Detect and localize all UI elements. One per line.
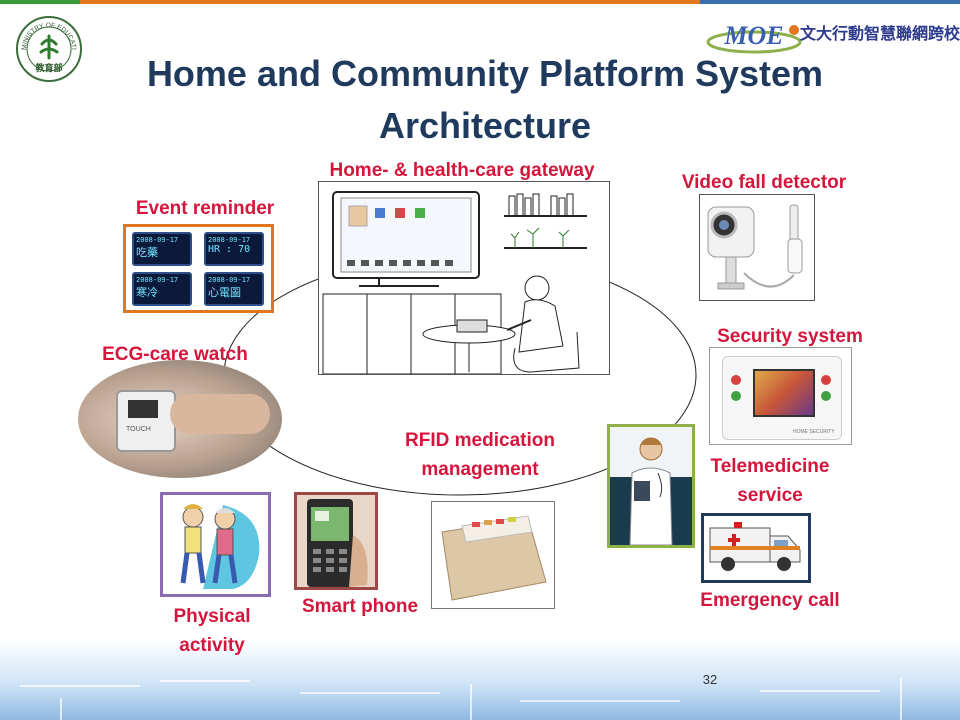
rfid-label: RFID medication management	[380, 426, 580, 484]
page-title: Home and Community Platform System Archi…	[100, 48, 870, 152]
rfid-label-line-2: management	[421, 459, 539, 480]
event-reminder-label: Event reminder	[135, 198, 275, 219]
physical-activity-label: Physical activity	[142, 602, 282, 660]
telemedicine-label: Telemedicine service	[690, 452, 850, 510]
reminder-screen-1: 2008-09-17 吃藥	[132, 232, 192, 266]
telemedicine-label-line-2: service	[737, 485, 803, 506]
emergency-call-image	[701, 513, 811, 583]
bottom-circuit-background	[0, 640, 960, 720]
video-fall-detector-label: Video fall detector	[681, 172, 847, 193]
telemedicine-label-line-1: Telemedicine	[710, 456, 830, 477]
smart-phone-image	[294, 492, 378, 590]
watch-touch-text: TOUCH	[126, 426, 151, 433]
title-line-1: Home and Community Platform System	[146, 53, 824, 94]
rfid-label-line-1: RFID medication	[405, 430, 555, 451]
physical-activity-image	[160, 492, 271, 597]
moe-brand-text: MOE	[723, 21, 783, 50]
rfid-image	[431, 501, 555, 609]
ecg-watch-label: ECG-care watch	[102, 344, 248, 365]
security-brand: HOME SECURITY	[793, 429, 835, 435]
moe-alliance-logo: MOE	[706, 21, 802, 54]
reminder-screen-3: 2008-09-17 寒冷	[132, 272, 192, 306]
telemedicine-image	[607, 424, 695, 548]
reminder-screen-4: 2008-09-17 心電圖	[204, 272, 264, 306]
ministry-of-education-seal: MINISTRY OF EDUCATION 教育部	[14, 14, 82, 82]
title-line-2: Architecture	[378, 105, 592, 146]
security-system-image: HOME SECURITY	[709, 347, 852, 445]
security-system-label: Security system	[717, 326, 863, 347]
gateway-image	[318, 181, 610, 375]
physical-activity-label-line-2: activity	[179, 635, 245, 656]
alliance-name: 文大行動智慧聯網跨校聯盟	[800, 24, 960, 43]
gateway-label: Home- & health-care gateway	[329, 160, 595, 181]
video-fall-detector-image	[699, 194, 815, 301]
event-reminder-image: 2008-09-17 吃藥 2008-09-17 HR : 70 2008-09-1…	[123, 224, 274, 313]
ecg-watch-image: TOUCH	[78, 360, 282, 478]
physical-activity-label-line-1: Physical	[173, 606, 251, 627]
top-accent-green	[0, 0, 80, 4]
page-number: 32	[702, 672, 718, 687]
top-accent-orange	[80, 0, 700, 4]
smart-phone-label: Smart phone	[301, 596, 419, 617]
ministry-seal-chinese: 教育部	[34, 62, 62, 74]
reminder-screen-2: 2008-09-17 HR : 70	[204, 232, 264, 266]
emergency-call-label: Emergency call	[700, 590, 840, 611]
top-accent-blue	[700, 0, 960, 4]
